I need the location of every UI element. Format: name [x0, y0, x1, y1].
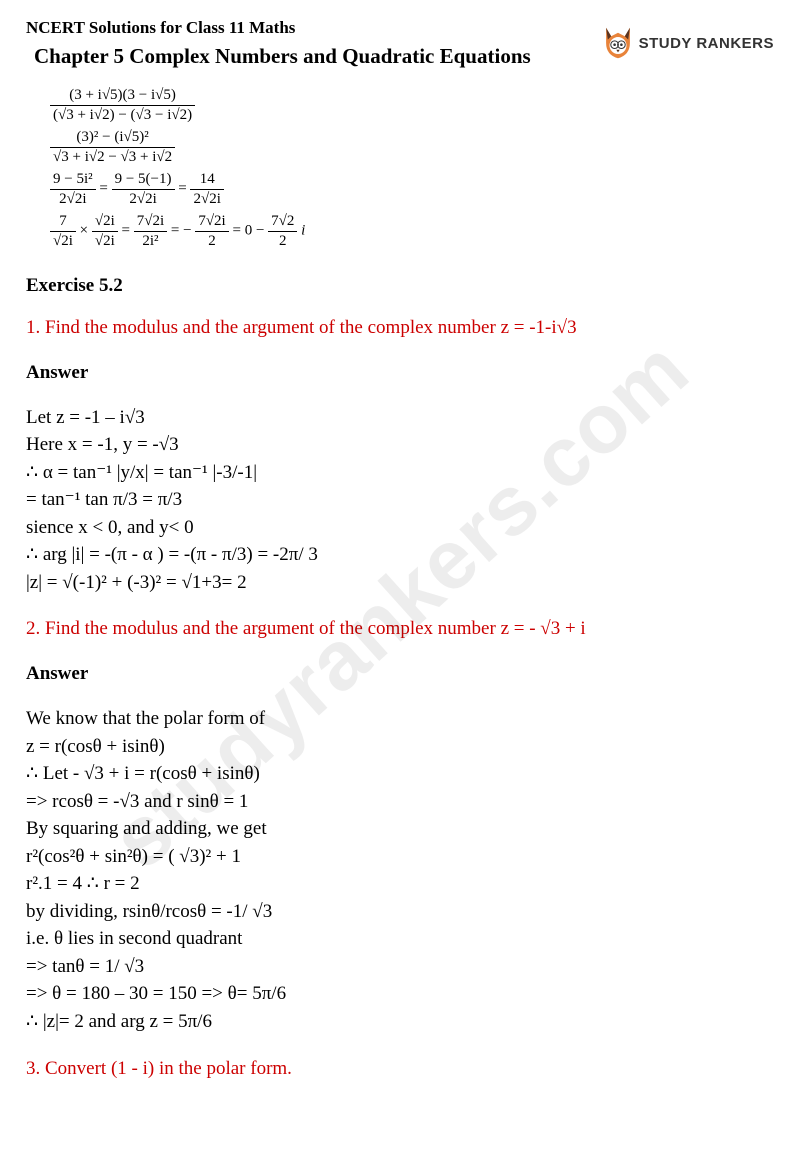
- a2-line: i.e. θ lies in second quadrant: [26, 925, 774, 953]
- a2-line: => rcosθ = -√3 and r sinθ = 1: [26, 788, 774, 816]
- math-line-2: (3)² − (i√5)²√3 + i√2 − √3 + i√2: [50, 129, 774, 165]
- a2-line: => tanθ = 1/ √3: [26, 953, 774, 981]
- question-2: 2. Find the modulus and the argument of …: [26, 616, 774, 643]
- a2-line: r².1 = 4 ∴ r = 2: [26, 870, 774, 898]
- brand-logo: STUDY RANKERS: [601, 24, 774, 62]
- a2-line: By squaring and adding, we get: [26, 815, 774, 843]
- a1-line: ∴ α = tan⁻¹ |y/x| = tan⁻¹ |-3/-1|: [26, 459, 774, 487]
- header-titles: NCERT Solutions for Class 11 Maths Chapt…: [26, 18, 601, 83]
- question-3: 3. Convert (1 - i) in the polar form.: [26, 1056, 774, 1083]
- a2-line: r²(cos²θ + sin²θ) = ( √3)² + 1: [26, 843, 774, 871]
- chapter-title: Chapter 5 Complex Numbers and Quadratic …: [34, 44, 601, 69]
- a2-line: by dividing, rsinθ/rcosθ = -1/ √3: [26, 898, 774, 926]
- a1-line: ∴ arg |i| = -(π - α ) = -(π - π/3) = -2π…: [26, 541, 774, 569]
- header: NCERT Solutions for Class 11 Maths Chapt…: [26, 18, 774, 83]
- question-1: 1. Find the modulus and the argument of …: [26, 315, 774, 342]
- math-line-1: (3 + i√5)(3 − i√5)(√3 + i√2) − (√3 − i√2…: [50, 87, 774, 123]
- answer-2: We know that the polar form of z = r(cos…: [26, 705, 774, 1036]
- answer-label-2: Answer: [26, 663, 774, 685]
- a2-line: We know that the polar form of: [26, 705, 774, 733]
- a1-line: Here x = -1, y = -√3: [26, 431, 774, 459]
- math-derivation: (3 + i√5)(3 − i√5)(√3 + i√2) − (√3 − i√2…: [50, 87, 774, 249]
- a2-line: z = r(cosθ + isinθ): [26, 733, 774, 761]
- a1-line: Let z = -1 – i√3: [26, 404, 774, 432]
- a2-line: ∴ Let - √3 + i = r(cosθ + isinθ): [26, 760, 774, 788]
- doc-title: NCERT Solutions for Class 11 Maths: [26, 18, 601, 38]
- answer-label-1: Answer: [26, 362, 774, 384]
- a1-line: |z| = √(-1)² + (-3)² = √1+3= 2: [26, 569, 774, 597]
- math-line-3: 9 − 5i²2√2i = 9 − 5(−1)2√2i = 142√2i: [50, 171, 774, 207]
- fox-icon: [601, 24, 635, 62]
- a2-line: ∴ |z|= 2 and arg z = 5π/6: [26, 1008, 774, 1036]
- math-line-4: 7√2i × √2i√2i = 7√2i2i² = − 7√2i2 = 0 − …: [50, 213, 774, 249]
- a1-line: = tan⁻¹ tan π/3 = π/3: [26, 486, 774, 514]
- answer-1: Let z = -1 – i√3 Here x = -1, y = -√3 ∴ …: [26, 404, 774, 597]
- brand-text: STUDY RANKERS: [639, 35, 774, 52]
- a2-line: => θ = 180 – 30 = 150 => θ= 5π/6: [26, 980, 774, 1008]
- a1-line: sience x < 0, and y< 0: [26, 514, 774, 542]
- exercise-heading: Exercise 5.2: [26, 275, 774, 297]
